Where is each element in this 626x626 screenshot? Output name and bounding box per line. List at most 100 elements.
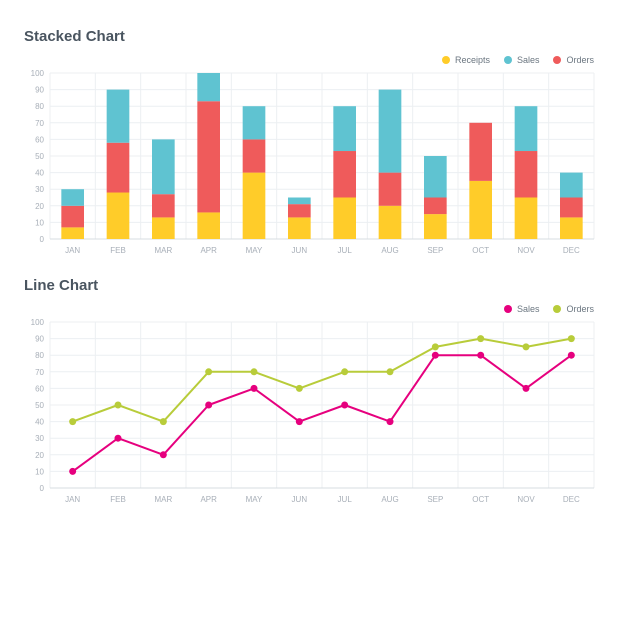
svg-text:AUG: AUG [381, 246, 398, 255]
svg-text:JUL: JUL [338, 246, 353, 255]
bar-orders [379, 173, 402, 206]
bar-receipts [61, 227, 84, 239]
marker-orders [160, 418, 167, 425]
marker-sales [432, 352, 439, 359]
bar-receipts [560, 217, 583, 239]
bar-orders [560, 198, 583, 218]
bar-sales [61, 189, 84, 206]
marker-sales [160, 451, 167, 458]
bar-orders [61, 206, 84, 228]
stacked-chart-svg: 0102030405060708090100JANFEBMARAPRMAYJUN… [24, 69, 602, 259]
stacked-chart-title: Stacked Chart [24, 28, 602, 45]
bar-receipts [152, 217, 175, 239]
svg-text:FEB: FEB [110, 246, 126, 255]
marker-orders [251, 368, 258, 375]
svg-text:SEP: SEP [427, 246, 443, 255]
svg-text:60: 60 [35, 384, 44, 393]
svg-text:MAY: MAY [246, 495, 263, 504]
marker-orders [205, 368, 212, 375]
bar-orders [424, 198, 447, 215]
bar-orders [469, 123, 492, 181]
bar-sales [424, 156, 447, 198]
svg-text:60: 60 [35, 135, 44, 144]
legend-item-sales: Sales [504, 304, 540, 314]
svg-text:70: 70 [35, 119, 44, 128]
marker-orders [523, 343, 530, 350]
legend-dot [504, 305, 512, 313]
svg-text:JAN: JAN [65, 495, 80, 504]
svg-text:APR: APR [200, 495, 217, 504]
svg-text:AUG: AUG [381, 495, 398, 504]
line-chart-svg: 0102030405060708090100JANFEBMARAPRMAYJUN… [24, 318, 602, 508]
bar-sales [288, 198, 311, 205]
svg-text:80: 80 [35, 351, 44, 360]
svg-text:10: 10 [35, 218, 44, 227]
bar-receipts [333, 198, 356, 240]
legend-label: Receipts [455, 55, 490, 65]
svg-text:MAR: MAR [154, 495, 172, 504]
svg-text:MAY: MAY [246, 246, 263, 255]
legend-item-orders: Orders [553, 55, 594, 65]
bar-orders [197, 101, 220, 212]
bar-orders [515, 151, 538, 197]
legend-item-receipts: Receipts [442, 55, 490, 65]
bar-receipts [107, 193, 130, 239]
bar-orders [288, 204, 311, 217]
bar-sales [515, 106, 538, 151]
marker-orders [568, 335, 575, 342]
line-legend: Sales Orders [24, 304, 602, 314]
bar-receipts [424, 214, 447, 239]
bar-orders [333, 151, 356, 197]
legend-dot [442, 56, 450, 64]
bar-receipts [197, 212, 220, 239]
svg-text:90: 90 [35, 86, 44, 95]
marker-sales [69, 468, 76, 475]
svg-text:APR: APR [200, 246, 217, 255]
bar-sales [152, 139, 175, 194]
bar-receipts [243, 173, 266, 239]
svg-text:0: 0 [40, 484, 45, 493]
svg-text:0: 0 [40, 235, 45, 244]
stacked-chart-section: Stacked Chart ReceiptsSalesOrders 010203… [24, 28, 602, 259]
svg-text:OCT: OCT [472, 495, 489, 504]
bar-sales [560, 173, 583, 198]
legend-label: Orders [566, 55, 594, 65]
svg-text:70: 70 [35, 368, 44, 377]
svg-text:50: 50 [35, 152, 44, 161]
legend-label: Sales [517, 55, 540, 65]
svg-text:NOV: NOV [517, 495, 535, 504]
svg-text:MAR: MAR [154, 246, 172, 255]
svg-text:FEB: FEB [110, 495, 126, 504]
marker-sales [296, 418, 303, 425]
svg-text:10: 10 [35, 467, 44, 476]
svg-text:JUN: JUN [292, 495, 308, 504]
bar-orders [152, 194, 175, 217]
bar-orders [107, 143, 130, 193]
svg-text:20: 20 [35, 202, 44, 211]
bar-sales [379, 90, 402, 173]
svg-text:30: 30 [35, 434, 44, 443]
marker-orders [432, 343, 439, 350]
marker-sales [387, 418, 394, 425]
svg-text:JAN: JAN [65, 246, 80, 255]
svg-text:80: 80 [35, 102, 44, 111]
marker-orders [69, 418, 76, 425]
stacked-plot: 0102030405060708090100JANFEBMARAPRMAYJUN… [24, 69, 602, 259]
legend-label: Orders [566, 304, 594, 314]
legend-dot [553, 56, 561, 64]
svg-text:20: 20 [35, 451, 44, 460]
legend-item-sales: Sales [504, 55, 540, 65]
bar-sales [197, 73, 220, 101]
svg-text:50: 50 [35, 401, 44, 410]
legend-dot [504, 56, 512, 64]
bar-receipts [515, 198, 538, 240]
marker-orders [341, 368, 348, 375]
bar-receipts [379, 206, 402, 239]
marker-sales [341, 402, 348, 409]
legend-dot [553, 305, 561, 313]
stacked-legend: Receipts Sales Orders [24, 55, 602, 65]
svg-text:OCT: OCT [472, 246, 489, 255]
bar-receipts [469, 181, 492, 239]
svg-text:40: 40 [35, 169, 44, 178]
bar-sales [243, 106, 266, 139]
